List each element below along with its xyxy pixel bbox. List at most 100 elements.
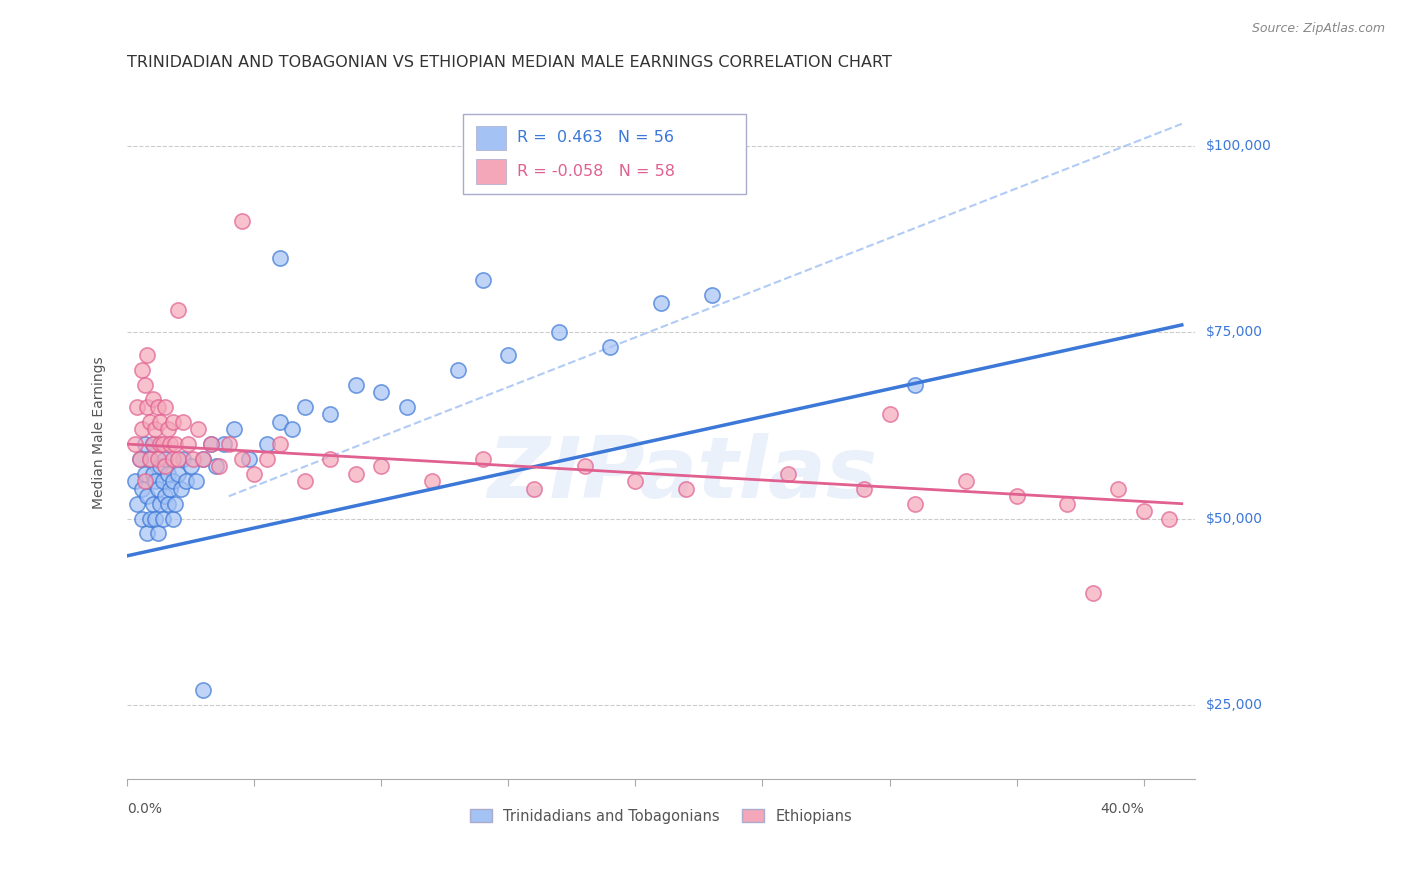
Point (162, 511, 184, 525)
Point (904, 497, 927, 511)
Point (124, 475, 146, 489)
Text: $25,000: $25,000 (1205, 698, 1263, 712)
Point (159, 482, 181, 496)
Point (184, 475, 207, 489)
Point (200, 437, 222, 451)
Point (853, 482, 876, 496)
Point (177, 437, 200, 451)
Point (370, 384, 392, 399)
Text: ZIPatlas: ZIPatlas (486, 433, 877, 516)
Point (193, 682, 215, 697)
Point (131, 511, 153, 525)
Point (395, 400, 418, 414)
Point (193, 452, 215, 467)
Point (167, 452, 190, 467)
Point (420, 475, 443, 489)
Point (131, 362, 153, 376)
Text: R =  0.463   N = 56: R = 0.463 N = 56 (517, 129, 673, 145)
Point (1159, 511, 1181, 525)
Point (128, 452, 150, 467)
Point (142, 437, 165, 451)
Point (142, 392, 165, 407)
Text: R = -0.058   N = 58: R = -0.058 N = 58 (517, 163, 675, 178)
Point (624, 475, 647, 489)
Point (269, 251, 291, 265)
Point (131, 482, 153, 496)
Point (134, 377, 156, 392)
Point (650, 295, 672, 310)
Point (574, 459, 596, 474)
Text: 0.0%: 0.0% (127, 802, 162, 815)
Point (776, 467, 799, 481)
FancyBboxPatch shape (477, 126, 506, 151)
Text: TRINIDADIAN AND TOBAGONIAN VS ETHIOPIAN MEDIAN MALE EARNINGS CORRELATION CHART: TRINIDADIAN AND TOBAGONIAN VS ETHIOPIAN … (127, 55, 891, 70)
Point (344, 377, 367, 392)
Point (256, 452, 278, 467)
Point (222, 422, 245, 436)
Point (152, 511, 174, 525)
Point (142, 497, 165, 511)
Point (169, 482, 191, 496)
Point (269, 415, 291, 429)
Text: $50,000: $50,000 (1205, 512, 1263, 525)
Point (155, 452, 177, 467)
Point (675, 482, 697, 496)
Legend: Trinidadians and Tobagonians, Ethiopians: Trinidadians and Tobagonians, Ethiopians (470, 809, 852, 824)
Point (156, 467, 179, 481)
Point (1081, 586, 1104, 600)
Point (143, 475, 166, 489)
Point (159, 437, 181, 451)
Point (1107, 482, 1129, 496)
Point (172, 415, 194, 429)
Point (128, 452, 150, 467)
FancyBboxPatch shape (464, 114, 747, 194)
Point (172, 452, 194, 467)
Point (256, 437, 278, 451)
Point (156, 422, 179, 436)
Point (162, 475, 184, 489)
Point (212, 437, 235, 451)
Point (319, 407, 342, 421)
Point (165, 437, 187, 451)
Point (136, 526, 159, 541)
Point (180, 459, 202, 474)
Text: Source: ZipAtlas.com: Source: ZipAtlas.com (1251, 22, 1385, 36)
Y-axis label: Median Male Earnings: Median Male Earnings (93, 357, 107, 509)
Point (231, 452, 253, 467)
Point (146, 482, 169, 496)
Point (139, 452, 162, 467)
Point (1005, 489, 1028, 503)
Point (243, 467, 266, 481)
Point (205, 459, 228, 474)
Point (904, 377, 927, 392)
Point (162, 415, 184, 429)
Point (156, 497, 179, 511)
Point (208, 459, 231, 474)
Point (167, 303, 190, 318)
Point (149, 437, 172, 451)
Point (152, 437, 174, 451)
Point (294, 400, 316, 414)
Point (127, 497, 149, 511)
Point (152, 475, 174, 489)
Point (174, 475, 197, 489)
Point (155, 459, 177, 474)
Point (139, 511, 162, 525)
Point (142, 437, 165, 451)
Point (146, 400, 169, 414)
Point (370, 459, 392, 474)
Point (134, 467, 156, 481)
Point (471, 273, 494, 287)
Point (281, 422, 304, 436)
Point (165, 497, 187, 511)
Point (181, 452, 204, 467)
Point (167, 467, 190, 481)
Point (498, 348, 520, 362)
Point (1132, 504, 1154, 518)
Point (200, 437, 222, 451)
Point (134, 475, 156, 489)
Point (700, 288, 723, 302)
Point (471, 452, 494, 467)
Point (294, 475, 316, 489)
Point (134, 437, 156, 451)
